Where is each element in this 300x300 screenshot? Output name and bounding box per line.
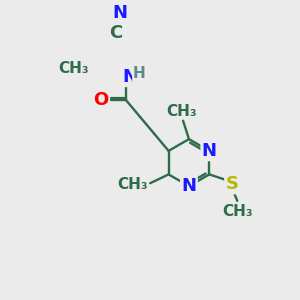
Text: N: N bbox=[202, 142, 217, 160]
Text: N: N bbox=[122, 68, 137, 86]
Text: H: H bbox=[133, 66, 146, 81]
Text: N: N bbox=[182, 177, 196, 195]
Text: S: S bbox=[226, 175, 238, 193]
Text: CH₃: CH₃ bbox=[222, 204, 253, 219]
Text: CH₃: CH₃ bbox=[166, 103, 197, 118]
Text: N: N bbox=[112, 4, 127, 22]
Text: CH₃: CH₃ bbox=[117, 177, 148, 192]
Text: CH₃: CH₃ bbox=[59, 61, 89, 76]
Text: O: O bbox=[93, 91, 109, 109]
Text: C: C bbox=[109, 24, 122, 42]
